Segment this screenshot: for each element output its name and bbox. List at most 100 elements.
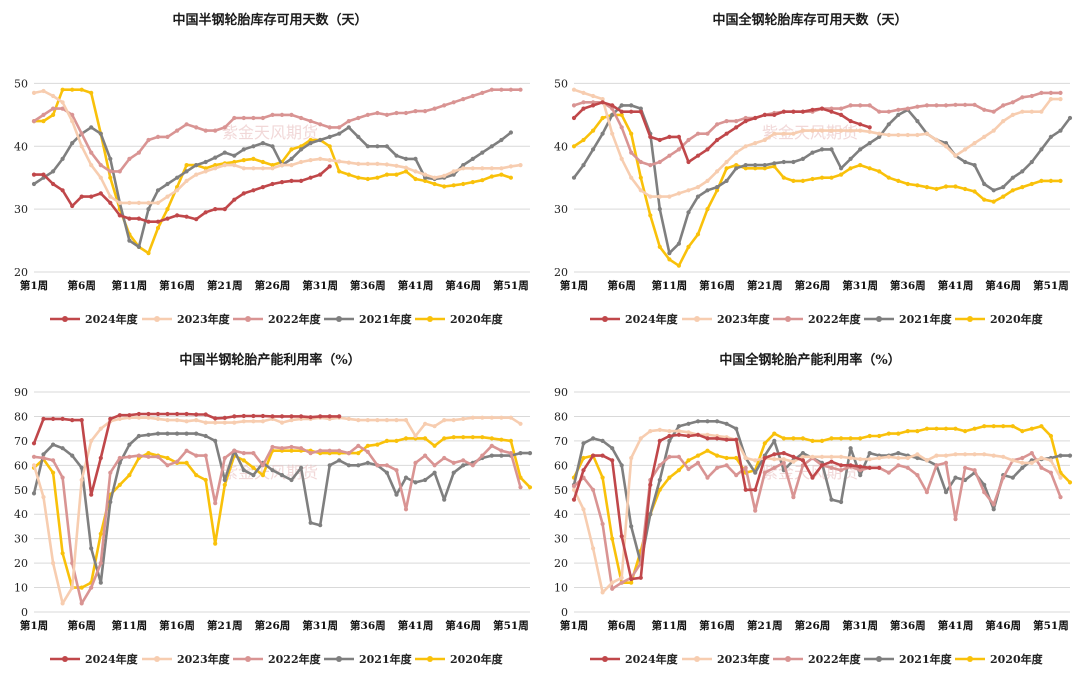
x-tick-label: 第26周 [795,619,831,632]
data-point [686,433,691,439]
x-tick-label: 第16周 [159,279,195,292]
data-point [203,477,208,483]
data-point [213,541,218,546]
data-point [260,166,265,171]
data-point [695,194,701,199]
data-point [1020,455,1025,461]
x-tick-label: 第46周 [445,619,481,632]
data-point [184,163,189,168]
data-point [858,128,863,133]
data-point [499,172,504,177]
data-point [600,453,605,458]
y-tick-label: 30 [14,533,28,546]
x-tick-label: 第51周 [1033,619,1069,632]
data-point [79,585,84,590]
data-point [657,194,662,199]
data-point [800,458,805,463]
x-tick-label: 第51周 [1033,279,1069,292]
data-point [194,412,199,417]
data-point [839,468,844,473]
data-point [982,134,987,139]
data-point [867,129,872,134]
data-point [829,175,834,180]
data-point [356,443,361,448]
data-point [571,115,577,121]
data-point [676,147,681,152]
data-point [1020,185,1025,190]
y-tick-label: 20 [14,557,28,570]
data-point [146,251,151,256]
data-point [260,141,265,146]
data-point [667,194,672,199]
data-point [89,163,94,168]
data-point [600,131,605,136]
data-point [41,119,46,124]
data-point [657,463,662,468]
data-point [1058,495,1063,500]
data-point [1020,169,1025,174]
data-point [991,188,996,193]
data-point [610,446,615,451]
data-point [715,169,720,174]
data-point [489,443,494,448]
data-point [327,414,332,419]
data-point [839,463,844,468]
data-point [451,435,456,440]
data-point [470,463,475,468]
data-point [251,115,256,121]
data-point [470,415,475,420]
data-point [79,194,84,199]
data-point [442,497,447,502]
data-point [117,213,122,218]
data-point [98,175,103,180]
data-point [629,524,634,529]
data-point [867,457,872,462]
data-point [734,163,739,168]
data-point [734,150,739,155]
data-point [480,435,485,440]
data-point [241,147,246,152]
data-point [1010,424,1015,429]
data-point [934,137,939,143]
data-point [715,185,720,190]
data-point [79,418,84,423]
data-point [877,455,882,461]
data-point [289,444,294,450]
data-point [194,473,199,478]
data-point [146,454,151,459]
data-point [89,90,94,95]
data-point [423,172,428,177]
data-point [403,475,409,480]
data-point [375,442,380,447]
legend-label: 2021年度 [359,652,413,666]
data-point [781,159,786,165]
data-point [222,125,227,130]
data-point [70,119,75,124]
data-point [175,128,180,133]
data-point [117,413,122,418]
data-point [886,122,891,127]
data-point [241,413,246,419]
data-point [51,181,56,187]
data-point [705,419,710,424]
y-tick-label: 30 [14,203,28,216]
data-point [858,468,863,473]
y-tick-label: 40 [554,508,568,521]
data-point [591,128,596,133]
data-point [1010,458,1015,463]
x-tick-label: 第41周 [398,619,434,632]
data-point [715,137,720,143]
data-point [943,426,949,431]
data-point [146,451,151,456]
x-tick-label: 第1周 [560,279,588,292]
data-point [762,112,767,117]
data-point [905,132,910,138]
data-point [136,150,141,155]
y-tick-label: 70 [14,435,28,448]
data-point [743,455,748,461]
data-point [489,415,494,420]
data-point [432,106,437,111]
y-tick-label: 40 [14,140,28,153]
data-point [781,460,786,465]
data-point [461,166,466,171]
